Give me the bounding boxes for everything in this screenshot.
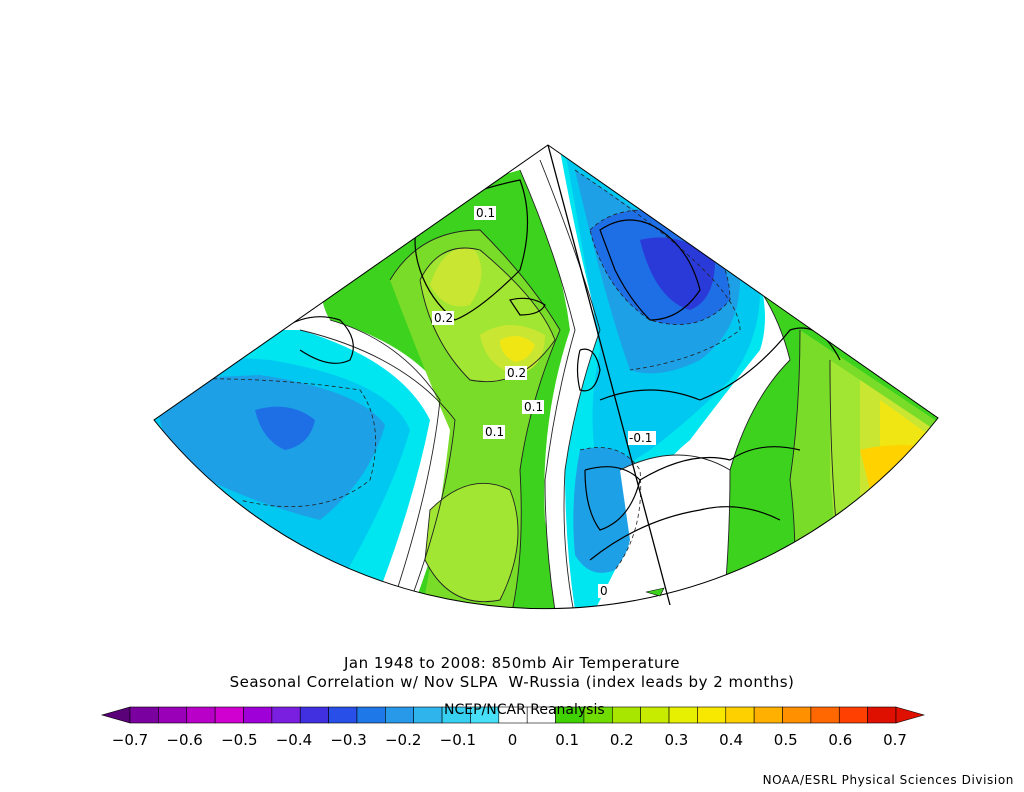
britain-coast	[576, 348, 601, 392]
mediterranean-coast	[639, 446, 801, 481]
field-midblue-west	[154, 375, 385, 520]
correlation-map: 0.1 0.2 0.2 0.1 0.1 -0.1 0	[153, 144, 939, 610]
colorbar-cell	[867, 706, 897, 724]
chart-subtitle: Seasonal Correlation w/ Nov SLPA W-Russi…	[229, 673, 795, 691]
field-deepblue-west	[255, 406, 315, 450]
colorbar-cell	[413, 706, 443, 724]
colorbar-cells	[100, 706, 926, 724]
colorbar-tick-label: 0.2	[609, 731, 634, 749]
colorbar-tick-label: 0.6	[828, 731, 853, 749]
contour-label: 0.2	[505, 366, 527, 380]
field-yellow-east2	[880, 400, 938, 609]
contour-label-text: 0.1	[524, 400, 543, 414]
chart-title: Jan 1948 to 2008: 850mb Air Temperature	[343, 654, 681, 672]
credit-text: NOAA/ESRL Physical Sciences Division	[762, 773, 1014, 787]
colorbar-cell	[782, 706, 812, 724]
colorbar-tick-label: 0.4	[719, 731, 743, 749]
colorbar-tick-label: −0.7	[111, 731, 149, 749]
contour-label: 0.1	[483, 425, 505, 439]
meridian-line	[547, 144, 671, 606]
colorbar-tick-label: −0.2	[384, 731, 422, 749]
colorbar-tick-label: 0	[507, 731, 518, 749]
iceland-coast	[509, 297, 546, 316]
canada-coast	[279, 316, 354, 364]
field-darkblue-europe	[640, 237, 715, 310]
field-white-band-west	[300, 320, 460, 609]
coastlines	[279, 179, 841, 561]
greenland-coast	[414, 179, 529, 321]
colorbar-cell	[640, 706, 670, 724]
colorbar-left-arrow	[100, 706, 131, 724]
colorbar-cell	[271, 706, 301, 724]
contour-label: 0.1	[522, 400, 544, 414]
contour-label-text: 0.2	[434, 311, 453, 325]
contour-label-text: 0.1	[485, 425, 504, 439]
scandinavia-coast	[599, 219, 701, 321]
colorbar-tick-label: −0.4	[275, 731, 313, 749]
contour-label: 0	[598, 584, 612, 598]
colorbar-cell	[668, 706, 698, 724]
colorbar-ticks: −0.7 −0.6 −0.5 −0.4 −0.3 −0.2 −0.1 0 0.1 0.2 0.3 0.…	[0, 731, 1024, 751]
colorbar-cell	[697, 706, 727, 724]
contour-label: 0.2	[432, 311, 454, 325]
colorbar-cell	[356, 706, 386, 724]
colorbar-tick-label: −0.6	[166, 731, 203, 749]
colorbar-tick-label: 0.7	[883, 731, 907, 749]
colorbar-cell	[299, 706, 329, 724]
small-green-patch	[645, 587, 665, 597]
contour-label-text: -0.1	[629, 431, 652, 445]
map-border	[153, 144, 939, 610]
colorbar-cell	[243, 706, 273, 724]
colorbar-cell	[328, 706, 358, 724]
colorbar-cell	[810, 706, 840, 724]
africa-coast	[589, 506, 781, 561]
field-olive-greenland	[430, 248, 482, 307]
colorbar-cell	[838, 706, 868, 724]
colorbar-tick-label: −0.3	[330, 731, 367, 749]
colorbar-tick-label: −0.5	[221, 731, 258, 749]
field-yellowgreen-south	[425, 483, 518, 602]
field-white-band-east	[520, 150, 600, 609]
colorbar-right-arrow	[895, 706, 926, 724]
contour-label-text: 0.1	[476, 206, 495, 220]
colorbar-cell	[158, 706, 188, 724]
colorbar	[100, 706, 926, 724]
colorbar-cell	[186, 706, 216, 724]
colorbar-tick-label: 0.1	[555, 731, 580, 749]
colorbar-cell	[214, 706, 244, 724]
contour-label: 0.1	[474, 206, 496, 220]
colorbar-cell	[129, 706, 159, 724]
iberia-coast	[584, 466, 641, 531]
field-yellow-east	[500, 336, 535, 362]
contour-label-text: 0.2	[507, 366, 526, 380]
contour-label-group: 0.1 0.2 0.2 0.1 0.1 -0.1 0	[432, 206, 656, 598]
colorbar-tick-label: 0.3	[664, 731, 689, 749]
colorbar-tick-label: −0.1	[439, 731, 477, 749]
colorbar-cell	[753, 706, 783, 724]
colorbar-cell	[385, 706, 415, 724]
colorbar-cell	[725, 706, 755, 724]
colorbar-cell	[611, 706, 641, 724]
colorbar-tick-label: 0.5	[773, 731, 798, 749]
contour-label: -0.1	[628, 431, 656, 445]
contour-label-text: 0	[600, 584, 608, 598]
data-source-label: NCEP/NCAR Reanalysis	[444, 702, 605, 718]
